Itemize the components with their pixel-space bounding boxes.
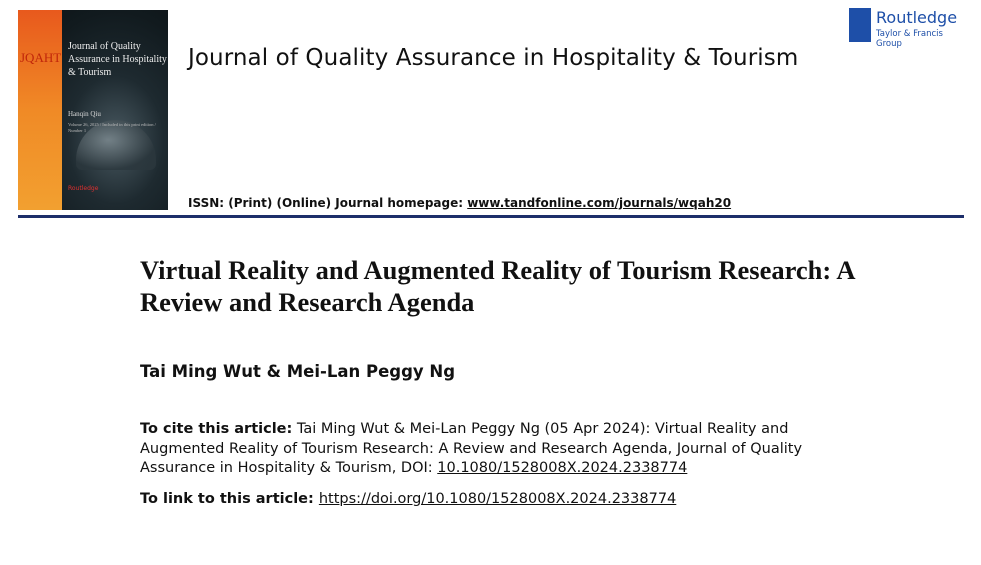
link-label: To link to this article: [140, 491, 319, 507]
issn-line: ISSN: (Print) (Online) Journal homepage:… [188, 196, 731, 210]
cite-text: Tai Ming Wut & Mei-Lan Peggy Ng (05 Apr … [140, 421, 803, 476]
cover-details: Volume 26, 2025 / Included in this print… [68, 122, 156, 133]
header-divider [18, 215, 964, 218]
cite-label: To cite this article: [140, 421, 293, 437]
routledge-mark-icon [849, 8, 871, 42]
journal-homepage-link[interactable]: www.tandfonline.com/journals/wqah20 [467, 196, 732, 210]
journal-cover-image: JQAHT Journal of Quality Assurance in Ho… [18, 10, 168, 210]
authors: Tai Ming Wut & Mei-Lan Peggy Ng [140, 362, 456, 381]
citation: To cite this article: Tai Ming Wut & Mei… [140, 420, 840, 479]
issn-text: ISSN: (Print) (Online) Journal homepage: [188, 196, 468, 210]
article-title: Virtual Reality and Augmented Reality of… [140, 255, 855, 317]
article-link-line: To link to this article: https://doi.org… [140, 491, 676, 507]
article-url-link[interactable]: https://doi.org/10.1080/1528008X.2024.23… [318, 491, 677, 507]
cover-publisher: Routledge [68, 185, 99, 192]
cover-editor: Hanqin Qiu [68, 110, 101, 118]
routledge-logo: Routledge Taylor & Francis Group [849, 8, 969, 49]
cover-title: Journal of Quality Assurance in Hospital… [68, 41, 167, 78]
logo-name: Routledge [876, 8, 958, 27]
doi-link[interactable]: 10.1080/1528008X.2024.2338774 [437, 460, 688, 476]
journal-title: Journal of Quality Assurance in Hospital… [188, 45, 799, 71]
cover-abbr: JQAHT [20, 50, 62, 65]
logo-sub: Taylor & Francis Group [876, 29, 943, 49]
cover-strip: JQAHT [18, 10, 62, 210]
